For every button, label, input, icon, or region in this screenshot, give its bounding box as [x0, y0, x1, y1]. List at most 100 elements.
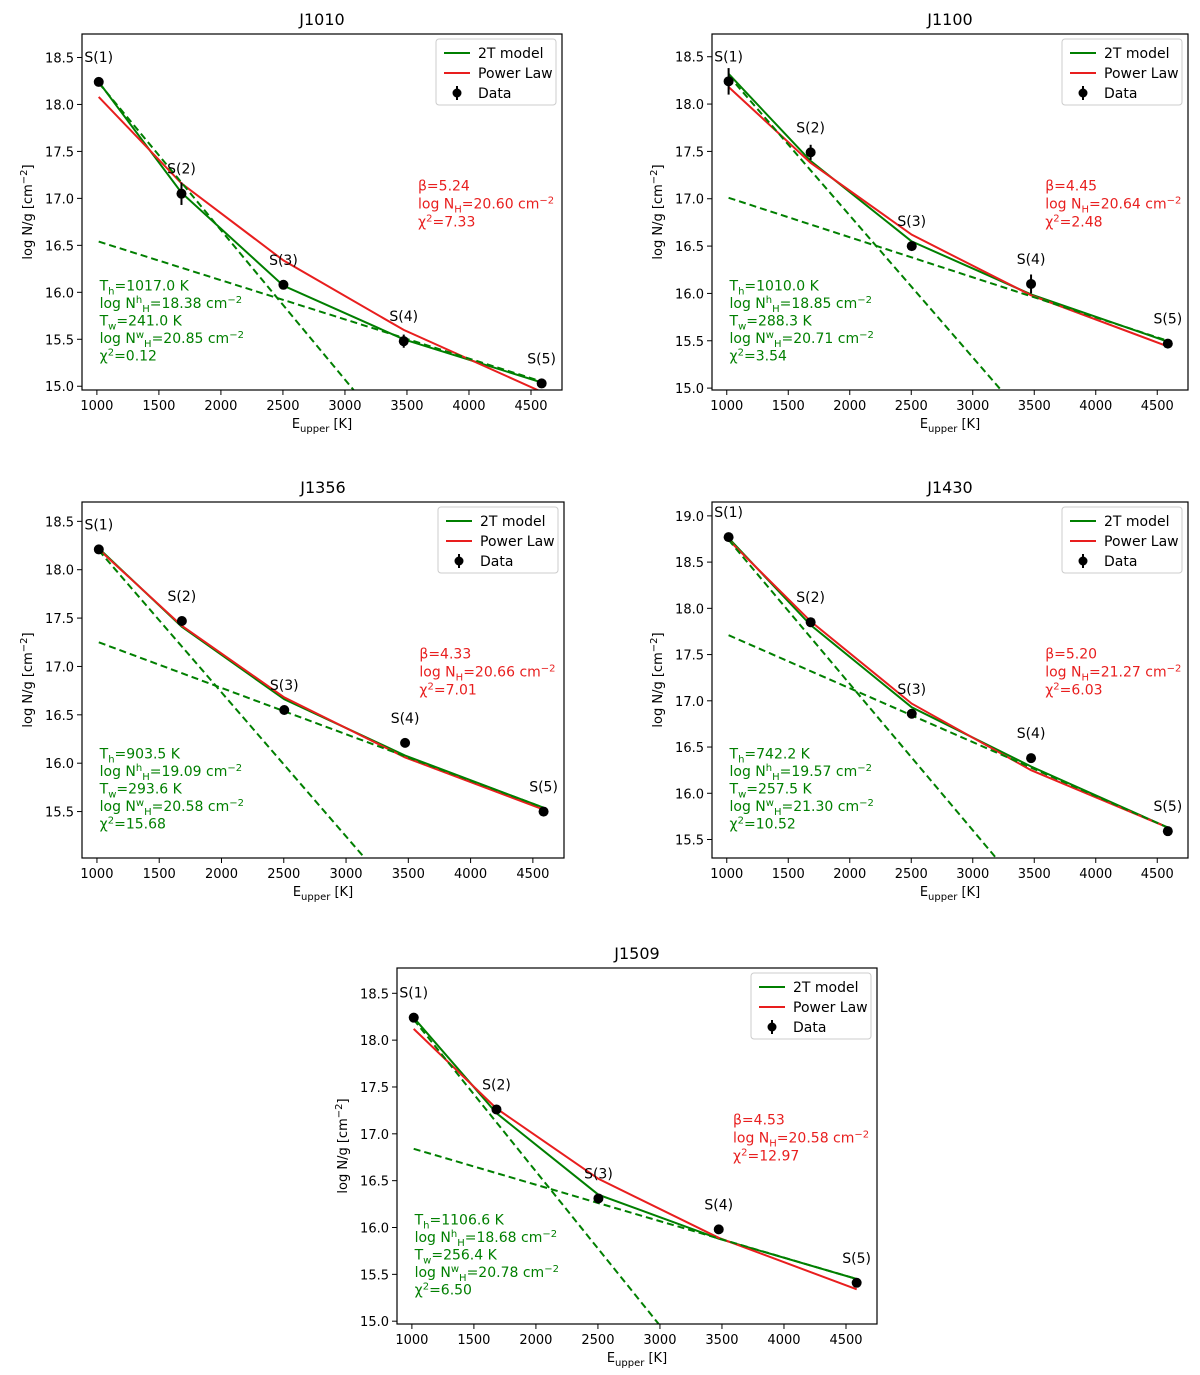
- y-tick-label: 19.0: [675, 510, 704, 525]
- legend-box: [437, 506, 559, 574]
- data-point: [176, 615, 187, 626]
- y-tick-label: 15.5: [45, 806, 74, 821]
- x-tick-label: 1500: [142, 399, 175, 414]
- series-line-hot-component: [98, 549, 366, 858]
- data-point-label: S(1): [714, 49, 743, 65]
- plot-area: [723, 532, 1173, 858]
- data-point-label: S(3): [270, 678, 299, 694]
- y-tick-label: 17.5: [360, 1081, 389, 1096]
- plot-area: [93, 76, 547, 390]
- y-tick-label: 18.5: [45, 51, 74, 66]
- power-law-annotation: log NH=21.27 cm−2: [1045, 664, 1181, 684]
- power-law-annotation: χ2=7.01: [419, 682, 476, 699]
- x-tick-label: 3000: [956, 399, 989, 414]
- power-law-annotation: β=5.20: [1045, 647, 1097, 663]
- plot-area: [408, 1012, 862, 1324]
- legend-swatch-data: [1078, 556, 1088, 566]
- data-point: [408, 1012, 419, 1023]
- x-tick-label: 4000: [1079, 399, 1112, 414]
- data-point-label: S(3): [584, 1166, 613, 1182]
- data-point: [1162, 338, 1173, 349]
- power-law-annotation: β=4.53: [733, 1113, 785, 1129]
- chart-title: J1100: [926, 10, 972, 29]
- axes-frame: [711, 501, 1189, 859]
- data-point-label: S(5): [1153, 312, 1182, 328]
- plot-area: [93, 544, 549, 858]
- data-point: [1162, 826, 1173, 837]
- x-tick-label: 2500: [581, 1333, 614, 1348]
- two-t-annotation: log NhH=18.68 cm−2: [415, 1229, 557, 1249]
- y-tick-label: 17.0: [45, 192, 74, 207]
- x-tick-label: 3000: [643, 1333, 676, 1348]
- x-tick-label: 4500: [829, 1333, 862, 1348]
- x-tick-label: 3000: [329, 867, 362, 882]
- data-point-label: S(1): [714, 505, 743, 521]
- chart-title: J1356: [299, 478, 345, 497]
- data-point: [93, 76, 104, 87]
- data-point-label: S(2): [167, 162, 196, 178]
- y-tick-label: 15.5: [45, 333, 74, 348]
- power-law-annotation: log NH=20.58 cm−2: [733, 1130, 869, 1150]
- two-t-annotation: Tw=257.5 K: [729, 781, 813, 800]
- x-tick-label: 1500: [772, 867, 805, 882]
- data-point-label: S(1): [84, 517, 113, 533]
- legend: 2T model Power Law Data: [1061, 38, 1183, 106]
- data-point: [278, 279, 289, 290]
- chart-panel-j1509: J1509 1000 1500 2000 2500 3000 3500 4000 4500 15.…: [334, 944, 878, 1369]
- data-point-label: S(3): [269, 253, 298, 269]
- y-tick-label: 17.0: [45, 660, 74, 675]
- chart-title: J1010: [298, 10, 344, 29]
- y-tick-label: 17.0: [360, 1128, 389, 1143]
- power-law-annotation: log NH=20.66 cm−2: [419, 664, 555, 684]
- two-t-annotation: Tw=256.4 K: [414, 1247, 498, 1266]
- legend-label-power-law: Power Law: [480, 534, 555, 550]
- y-tick-label: 16.0: [360, 1222, 389, 1237]
- power-law-annotation: χ2=2.48: [1045, 214, 1102, 231]
- series-line-power-law: [413, 1028, 858, 1291]
- x-tick-label: 2000: [204, 399, 237, 414]
- x-tick-label: 2500: [266, 399, 299, 414]
- y-tick-label: 17.0: [675, 695, 704, 710]
- data-point: [538, 806, 549, 817]
- power-law-annotation: β=5.24: [418, 179, 470, 195]
- data-point-label: S(3): [897, 682, 926, 698]
- x-tick-label: 2500: [895, 399, 928, 414]
- x-tick-label: 3500: [1018, 399, 1051, 414]
- legend-label-data: Data: [1104, 86, 1137, 102]
- y-tick-label: 18.0: [45, 564, 74, 579]
- y-tick-label: 16.0: [675, 787, 704, 802]
- x-tick-label: 2000: [205, 867, 238, 882]
- x-tick-label: 3500: [390, 399, 423, 414]
- x-tick-label: 4000: [767, 1333, 800, 1348]
- data-point-label: S(4): [704, 1197, 733, 1213]
- legend-label-data: Data: [478, 86, 511, 102]
- x-tick-label: 3000: [328, 399, 361, 414]
- y-axis-label: log N/g [cm−2]: [649, 632, 666, 727]
- legend-swatch-data: [1078, 88, 1088, 98]
- data-point-label: S(2): [796, 590, 825, 606]
- axes-frame: [711, 33, 1189, 391]
- two-t-annotation: log NwH=20.78 cm−2: [415, 1264, 559, 1284]
- data-point: [491, 1104, 502, 1115]
- data-point: [713, 1224, 724, 1235]
- legend-label-power-law: Power Law: [1104, 534, 1179, 550]
- x-tick-label: 1500: [143, 867, 176, 882]
- x-tick-label: 3500: [392, 867, 425, 882]
- data-point-label: S(5): [842, 1251, 871, 1267]
- y-tick-label: 16.0: [675, 287, 704, 302]
- legend-label-2t-model: 2T model: [478, 46, 544, 62]
- series-line-hot-component: [412, 1018, 660, 1324]
- chart-panel-j1010: J1010 1000 1500 2000 2500 3000 3500 4000 4500 15.…: [19, 10, 563, 435]
- legend-label-power-law: Power Law: [793, 1000, 868, 1016]
- y-tick-label: 18.5: [675, 556, 704, 571]
- plot-area: [723, 68, 1173, 390]
- data-point: [851, 1277, 862, 1288]
- y-tick-label: 18.0: [45, 98, 74, 113]
- series-line-hot-component: [727, 75, 1002, 390]
- x-tick-label: 4500: [516, 867, 549, 882]
- chart-panel-j1356: J1356 1000 1500 2000 2500 3000 3500 4000 4500 15.…: [19, 478, 565, 903]
- x-tick-label: 3500: [1018, 867, 1051, 882]
- power-law-annotation: χ2=7.33: [418, 214, 475, 231]
- series-line-power-law: [727, 539, 1169, 829]
- two-t-annotation: log NwH=21.30 cm−2: [730, 798, 874, 818]
